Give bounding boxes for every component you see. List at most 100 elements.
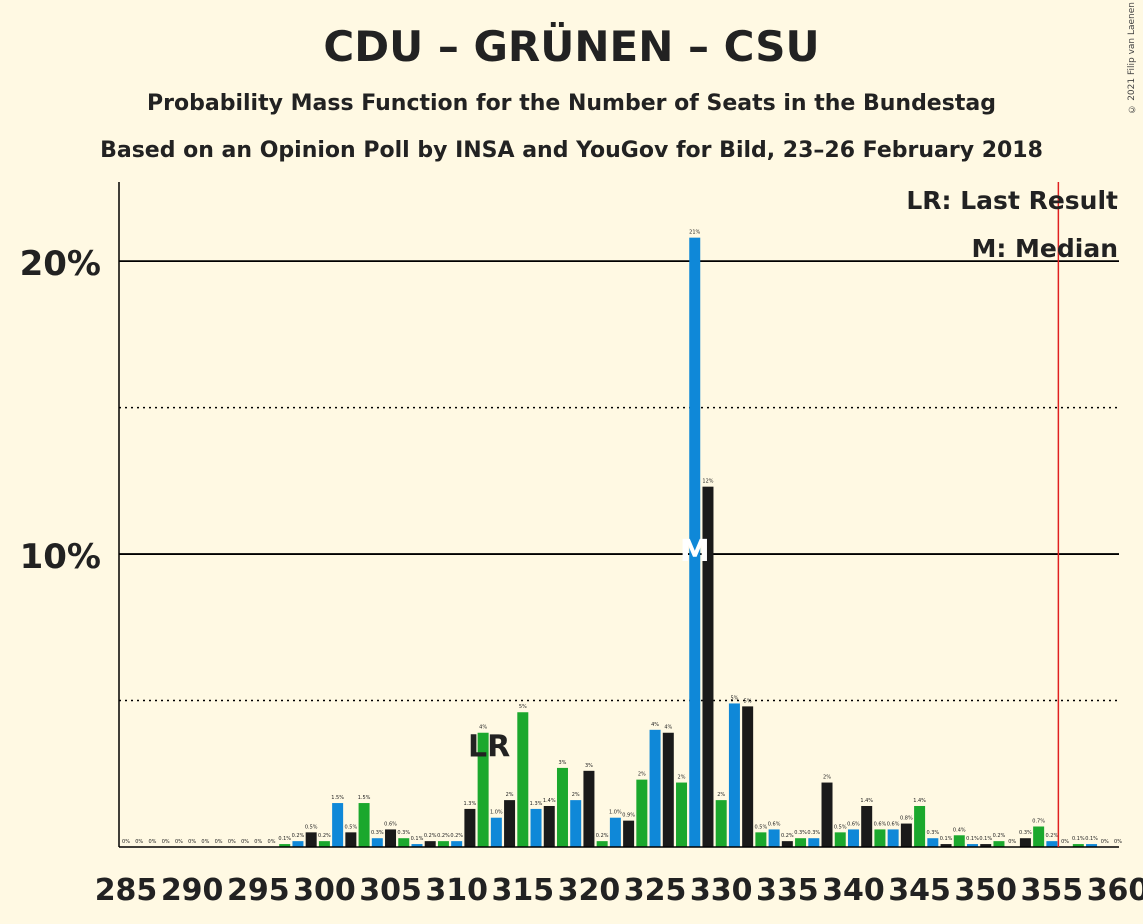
x-tick-label: 295 bbox=[227, 873, 290, 908]
bar-value-label: 0.6% bbox=[768, 821, 781, 827]
bar-value-label: 0% bbox=[148, 839, 156, 845]
bar-value-label: 1.4% bbox=[543, 798, 556, 804]
bar-seats-316 bbox=[530, 808, 542, 847]
bar-value-label: 0% bbox=[162, 839, 170, 845]
bar-seats-348 bbox=[953, 835, 965, 847]
bar-value-label: 0.3% bbox=[1019, 830, 1032, 836]
bar-seats-306 bbox=[398, 838, 410, 847]
bar-seats-321 bbox=[596, 841, 608, 847]
bar-value-label: 0.1% bbox=[411, 836, 424, 842]
bar-value-label: 0.2% bbox=[781, 833, 794, 839]
bar-seats-298 bbox=[292, 841, 304, 847]
bar-value-label: 0% bbox=[241, 839, 249, 845]
x-tick-label: 310 bbox=[425, 873, 488, 908]
bar-seats-354 bbox=[1033, 826, 1045, 847]
bar-seats-357 bbox=[1072, 844, 1084, 847]
bar-value-label: 0% bbox=[122, 839, 130, 845]
bar-seats-350 bbox=[980, 844, 992, 847]
bar-seats-312 bbox=[477, 732, 489, 847]
bar-value-label: 0.1% bbox=[966, 836, 979, 842]
bar-value-label: 1.5% bbox=[331, 795, 344, 801]
bar-value-label: 0% bbox=[1101, 839, 1109, 845]
bar-value-label: 0.1% bbox=[1085, 836, 1098, 842]
bar-value-label: 0.8% bbox=[900, 816, 913, 822]
bar-value-label: 0.2% bbox=[318, 833, 331, 839]
bar-seats-314 bbox=[504, 800, 516, 847]
bar-seats-340 bbox=[847, 829, 859, 847]
bar-seats-300 bbox=[318, 841, 330, 847]
bar-value-label: 0% bbox=[215, 839, 223, 845]
bar-seats-299 bbox=[305, 832, 317, 847]
bar-seats-302 bbox=[345, 832, 357, 847]
bar-value-label: 5% bbox=[519, 704, 527, 710]
bar-value-label: 0% bbox=[1061, 839, 1069, 845]
bar-seats-342 bbox=[874, 829, 886, 847]
bar-seats-317 bbox=[543, 805, 555, 847]
bar-seats-335 bbox=[781, 841, 793, 847]
bar-value-label: 0.2% bbox=[993, 833, 1006, 839]
bar-value-label: 5% bbox=[730, 695, 738, 701]
bar-value-label: 0% bbox=[188, 839, 196, 845]
bar-value-label: 2% bbox=[506, 792, 514, 798]
bar-seats-339 bbox=[834, 832, 846, 847]
bar-seats-341 bbox=[861, 805, 873, 847]
bar-value-label: 0.5% bbox=[345, 824, 358, 830]
bar-value-label: 4% bbox=[664, 725, 672, 731]
bar-value-label: 0.9% bbox=[622, 813, 635, 819]
x-tick-label: 290 bbox=[161, 873, 224, 908]
bar-seats-301 bbox=[332, 803, 344, 847]
bar-seats-304 bbox=[371, 838, 383, 847]
bar-value-label: 0.3% bbox=[397, 830, 410, 836]
bar-value-label: 12% bbox=[702, 479, 713, 485]
bar-value-label: 0% bbox=[268, 839, 276, 845]
bar-value-label: 1.5% bbox=[358, 795, 371, 801]
bar-value-label: 0.1% bbox=[940, 836, 953, 842]
bar-value-label: 3% bbox=[559, 760, 567, 766]
bar-seats-358 bbox=[1086, 844, 1098, 847]
x-tick-label: 340 bbox=[822, 873, 885, 908]
bar-seats-319 bbox=[570, 800, 582, 847]
x-tick-label: 345 bbox=[888, 873, 951, 908]
bar-value-label: 0.1% bbox=[278, 836, 291, 842]
legend-median: M: Median bbox=[971, 234, 1118, 263]
bar-value-label: 0.3% bbox=[371, 830, 384, 836]
bar-seats-330 bbox=[715, 800, 727, 847]
x-tick-label: 335 bbox=[756, 873, 819, 908]
bar-seats-315 bbox=[517, 712, 529, 847]
bar-seats-347 bbox=[940, 844, 952, 847]
bar-value-label: 1.4% bbox=[913, 798, 926, 804]
bar-value-label: 1.3% bbox=[530, 801, 543, 807]
bar-seats-333 bbox=[755, 832, 767, 847]
bar-seats-328 bbox=[689, 237, 701, 848]
bar-value-label: 0.3% bbox=[794, 830, 807, 836]
bar-value-label: 0.4% bbox=[953, 827, 966, 833]
bar-value-label: 0% bbox=[1008, 839, 1016, 845]
bar-value-label: 0.5% bbox=[305, 824, 318, 830]
bar-value-label: 1.0% bbox=[609, 810, 622, 816]
bar-seats-336 bbox=[795, 838, 807, 847]
bar-seats-311 bbox=[464, 808, 476, 847]
bar-seats-318 bbox=[556, 767, 568, 847]
bar-seats-344 bbox=[900, 823, 912, 847]
x-tick-label: 285 bbox=[95, 873, 158, 908]
bar-seats-355 bbox=[1046, 841, 1058, 847]
bar-seats-325 bbox=[649, 729, 661, 847]
bar-value-label: 0.6% bbox=[887, 821, 900, 827]
bar-value-label: 2% bbox=[572, 792, 580, 798]
bar-value-label: 0% bbox=[1114, 839, 1122, 845]
bar-seats-322 bbox=[609, 817, 621, 847]
bar-seats-334 bbox=[768, 829, 780, 847]
bar-value-label: 0% bbox=[175, 839, 183, 845]
bar-seats-353 bbox=[1019, 838, 1031, 847]
bar-value-label: 2% bbox=[678, 775, 686, 781]
bar-seats-329 bbox=[702, 486, 714, 847]
bar-seats-327 bbox=[676, 782, 688, 847]
bar-value-label: 0.1% bbox=[979, 836, 992, 842]
bar-seats-303 bbox=[358, 803, 370, 847]
bar-value-label: 0.6% bbox=[384, 821, 397, 827]
bar-value-label: 0% bbox=[135, 839, 143, 845]
bar-value-label: 0.6% bbox=[874, 821, 887, 827]
bar-seats-297 bbox=[279, 844, 291, 847]
chart-subtitle: Probability Mass Function for the Number… bbox=[147, 91, 996, 116]
